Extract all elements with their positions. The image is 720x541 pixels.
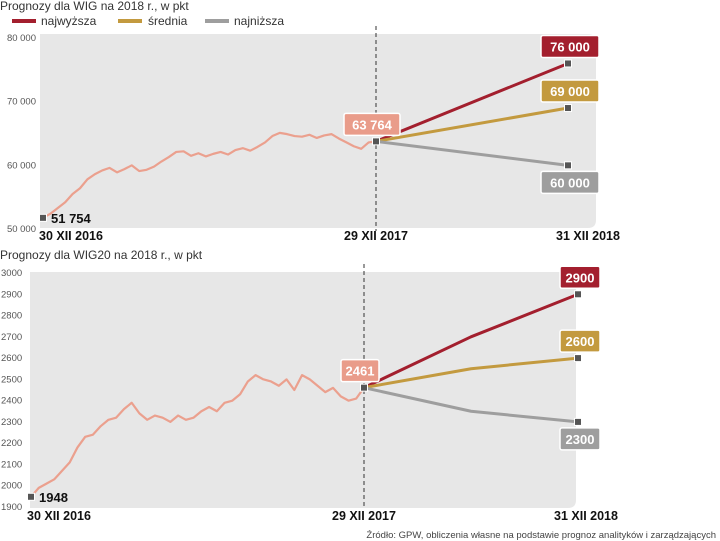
legend-item-highest: najwyższa [12, 14, 97, 28]
legend-label-lowest: najniższa [234, 14, 284, 28]
legend-label-average: średnia [148, 14, 188, 28]
y-tick-label: 70 000 [7, 97, 36, 108]
series-highest-line [363, 292, 579, 390]
y-tick-label: 3000 [1, 268, 22, 279]
source-note: Źródło: GPW, obliczenia własne na podsta… [366, 530, 716, 541]
x-axis-date-label: 29 XII 2017 [344, 229, 408, 243]
series-highest-badge [540, 34, 600, 59]
series-average-line [363, 356, 579, 390]
x-axis-date-label: 30 XII 2016 [39, 229, 103, 243]
start-value-label: 1948 [39, 490, 68, 505]
plot-background [40, 34, 596, 228]
series-average-badge [540, 79, 600, 103]
series-average-end-marker [564, 104, 572, 113]
y-tick-label: 2100 [1, 459, 22, 470]
series-history-line [42, 131, 377, 219]
chart-panel-wig20: 3000 2900 2800 2700 2600 2500 2400 2300 2200 2100… [1, 264, 618, 523]
start-marker [27, 492, 35, 501]
series-lowest-line [363, 386, 579, 424]
series-highest-value-label: 2900 [566, 270, 595, 285]
start-value-label: 51 754 [51, 211, 92, 226]
series-lowest-end-marker [564, 161, 572, 170]
current-value-label: 2461 [346, 364, 375, 379]
series-average-line [375, 106, 569, 143]
series-average-end-marker [574, 354, 582, 363]
y-tick-label: 80 000 [7, 33, 36, 44]
chart-title-wig: Prognozy dla WIG na 2018 r., w pkt [0, 0, 189, 13]
start-marker [39, 213, 47, 222]
y-tick-label: 60 000 [7, 160, 36, 171]
y-tick-label: 50 000 [7, 224, 36, 235]
current-value-label: 63 764 [352, 117, 393, 132]
chart-panel-wig: 80 000 70 000 60 000 50 000 76 000 69 000 60 0… [7, 26, 620, 243]
plot-background [30, 272, 576, 508]
y-tick-label: 2000 [1, 481, 22, 492]
series-lowest-badge [540, 170, 600, 195]
current-value-badge [340, 358, 380, 383]
chart-title-wig20: Prognozy dla WIG20 na 2018 r., w pkt [0, 248, 203, 262]
series-highest-end-marker [564, 59, 572, 68]
y-tick-label: 2700 [1, 332, 22, 343]
series-average-badge [559, 329, 601, 353]
series-highest-end-marker [574, 290, 582, 299]
y-tick-label: 2800 [1, 311, 22, 322]
y-tick-label: 2600 [1, 353, 22, 364]
y-tick-label: 1900 [1, 502, 22, 513]
series-history-line [30, 374, 365, 498]
legend: najwyższa średnia najniższa [12, 14, 284, 28]
y-tick-label: 2900 [1, 289, 22, 300]
legend-item-lowest: najniższa [205, 14, 284, 28]
series-lowest-badge [559, 427, 601, 451]
current-value-badge [343, 112, 401, 137]
y-tick-label: 2500 [1, 374, 22, 385]
legend-item-average: średnia [118, 14, 188, 28]
current-marker [360, 383, 368, 392]
series-average-value-label: 2600 [566, 334, 595, 349]
y-tick-label: 2300 [1, 417, 22, 428]
y-tick-label: 2400 [1, 396, 22, 407]
x-axis-date-label: 30 XII 2016 [27, 509, 91, 523]
series-highest-line [375, 62, 569, 143]
series-lowest-end-marker [574, 417, 582, 426]
x-axis-date-label: 31 XII 2018 [556, 229, 620, 243]
series-lowest-line [375, 139, 569, 167]
current-marker [372, 137, 380, 146]
x-axis-date-label: 29 XII 2017 [332, 509, 396, 523]
series-highest-value-label: 76 000 [550, 39, 590, 54]
series-lowest-value-label: 60 000 [550, 175, 590, 190]
y-tick-label: 2200 [1, 438, 22, 449]
x-axis-date-label: 31 XII 2018 [554, 509, 618, 523]
series-average-value-label: 69 000 [550, 84, 590, 99]
series-highest-badge [559, 265, 601, 290]
series-lowest-value-label: 2300 [566, 432, 595, 447]
legend-label-highest: najwyższa [41, 14, 97, 28]
